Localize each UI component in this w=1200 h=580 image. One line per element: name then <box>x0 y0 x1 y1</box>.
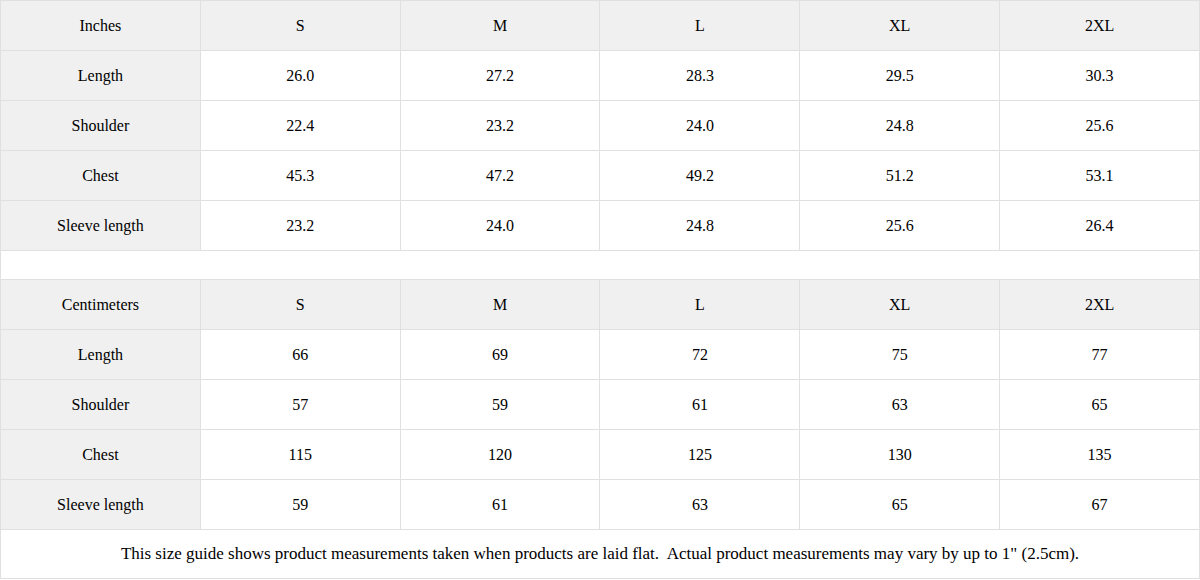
size-column-header: 2XL <box>1000 280 1200 330</box>
size-value-cell: 120 <box>400 430 600 480</box>
size-value-cell: 27.2 <box>400 51 600 101</box>
measurement-note: This size guide shows product measuremen… <box>0 530 1200 579</box>
table-row: Shoulder 57 59 61 63 65 <box>1 380 1200 430</box>
size-value-cell: 72 <box>600 330 800 380</box>
size-value-cell: 65 <box>1000 380 1200 430</box>
size-value-cell: 47.2 <box>400 151 600 201</box>
size-value-cell: 24.8 <box>600 201 800 251</box>
size-value-cell: 69 <box>400 330 600 380</box>
size-value-cell: 22.4 <box>200 101 400 151</box>
size-value-cell: 67 <box>1000 480 1200 530</box>
size-value-cell: 24.0 <box>400 201 600 251</box>
size-value-cell: 28.3 <box>600 51 800 101</box>
size-value-cell: 53.1 <box>1000 151 1200 201</box>
row-label: Chest <box>1 151 201 201</box>
row-label: Shoulder <box>1 380 201 430</box>
table-row: Sleeve length 59 61 63 65 67 <box>1 480 1200 530</box>
size-value-cell: 63 <box>600 480 800 530</box>
size-value-cell: 26.0 <box>200 51 400 101</box>
centimeters-size-table: Centimeters S M L XL 2XL Length 66 69 72… <box>0 279 1200 530</box>
size-value-cell: 61 <box>400 480 600 530</box>
size-value-cell: 130 <box>800 430 1000 480</box>
table-row: Chest 115 120 125 130 135 <box>1 430 1200 480</box>
table-row: Chest 45.3 47.2 49.2 51.2 53.1 <box>1 151 1200 201</box>
size-value-cell: 23.2 <box>200 201 400 251</box>
header-row: Inches S M L XL 2XL <box>1 1 1200 51</box>
table-row: Sleeve length 23.2 24.0 24.8 25.6 26.4 <box>1 201 1200 251</box>
size-value-cell: 59 <box>200 480 400 530</box>
table-row: Length 26.0 27.2 28.3 29.5 30.3 <box>1 51 1200 101</box>
row-label: Length <box>1 330 201 380</box>
size-value-cell: 115 <box>200 430 400 480</box>
size-value-cell: 24.0 <box>600 101 800 151</box>
size-column-header: XL <box>800 1 1000 51</box>
size-column-header: S <box>200 280 400 330</box>
size-value-cell: 51.2 <box>800 151 1000 201</box>
size-value-cell: 125 <box>600 430 800 480</box>
size-column-header: 2XL <box>1000 1 1200 51</box>
size-value-cell: 25.6 <box>800 201 1000 251</box>
row-label: Sleeve length <box>1 480 201 530</box>
row-label: Sleeve length <box>1 201 201 251</box>
size-value-cell: 24.8 <box>800 101 1000 151</box>
size-value-cell: 29.5 <box>800 51 1000 101</box>
size-column-header: S <box>200 1 400 51</box>
table-row: Shoulder 22.4 23.2 24.0 24.8 25.6 <box>1 101 1200 151</box>
size-guide: Inches S M L XL 2XL Length 26.0 27.2 28.… <box>0 0 1200 579</box>
size-value-cell: 57 <box>200 380 400 430</box>
size-value-cell: 45.3 <box>200 151 400 201</box>
size-value-cell: 26.4 <box>1000 201 1200 251</box>
size-value-cell: 77 <box>1000 330 1200 380</box>
size-column-header: M <box>400 1 600 51</box>
size-value-cell: 30.3 <box>1000 51 1200 101</box>
size-value-cell: 59 <box>400 380 600 430</box>
header-row: Centimeters S M L XL 2XL <box>1 280 1200 330</box>
size-value-cell: 65 <box>800 480 1000 530</box>
row-label: Length <box>1 51 201 101</box>
size-value-cell: 61 <box>600 380 800 430</box>
table-spacer <box>0 251 1200 279</box>
inches-size-table: Inches S M L XL 2XL Length 26.0 27.2 28.… <box>0 0 1200 251</box>
size-column-header: L <box>600 1 800 51</box>
size-value-cell: 49.2 <box>600 151 800 201</box>
size-value-cell: 75 <box>800 330 1000 380</box>
row-label: Chest <box>1 430 201 480</box>
size-value-cell: 23.2 <box>400 101 600 151</box>
unit-header: Inches <box>1 1 201 51</box>
size-column-header: M <box>400 280 600 330</box>
size-column-header: L <box>600 280 800 330</box>
size-value-cell: 63 <box>800 380 1000 430</box>
size-value-cell: 66 <box>200 330 400 380</box>
size-value-cell: 135 <box>1000 430 1200 480</box>
size-column-header: XL <box>800 280 1000 330</box>
row-label: Shoulder <box>1 101 201 151</box>
table-row: Length 66 69 72 75 77 <box>1 330 1200 380</box>
size-value-cell: 25.6 <box>1000 101 1200 151</box>
unit-header: Centimeters <box>1 280 201 330</box>
